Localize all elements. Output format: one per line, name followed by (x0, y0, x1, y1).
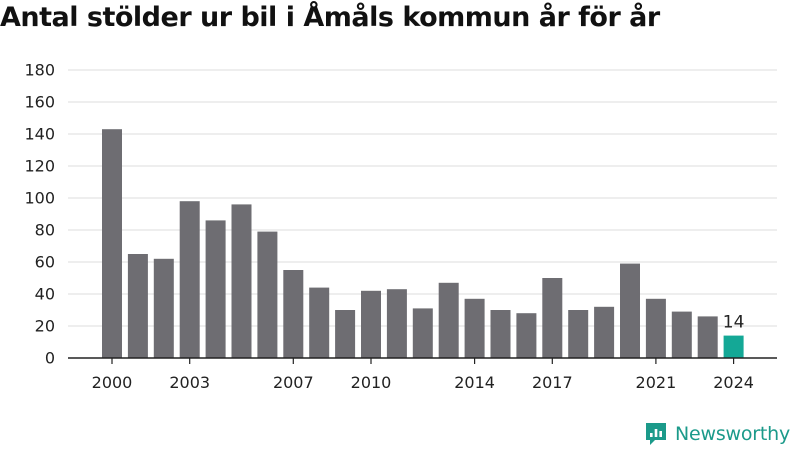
newsworthy-logo-icon (646, 423, 666, 445)
brand-name: Newsworthy (675, 423, 791, 445)
newsworthy-brand: Newsworthy (644, 421, 790, 447)
bar-2011 (386, 289, 407, 358)
bar-2004 (205, 220, 226, 358)
y-tick-label-40: 40 (35, 285, 55, 304)
bar-2000 (102, 129, 122, 358)
bar-2020 (620, 263, 640, 358)
bar-2006 (257, 231, 278, 358)
x-tick-label-2021: 2021 (636, 373, 677, 392)
y-tick-label-20: 20 (35, 317, 55, 336)
x-tick-label-2017: 2017 (532, 373, 573, 392)
bar-2005 (231, 204, 252, 358)
x-tick-label-2014: 2014 (454, 373, 495, 392)
y-tick-label-180: 180 (24, 61, 55, 80)
y-tick-label-60: 60 (35, 253, 55, 272)
x-axis-ticks: 2000 2003 2007 2010 2014 2017 2021 2024 (92, 358, 754, 392)
bars (102, 129, 744, 358)
bar-2016 (516, 313, 537, 358)
bar-2008 (309, 287, 330, 358)
bar-2002 (153, 258, 174, 358)
gridlines (68, 69, 777, 327)
bar-2024 (723, 335, 744, 358)
bar-2019 (594, 306, 615, 358)
bar-2001 (127, 254, 148, 358)
bar-2010 (361, 290, 381, 358)
data-label-2024: 14 (723, 313, 745, 333)
data-labels: 14 (723, 313, 745, 333)
bar-2012 (412, 308, 433, 358)
bar-2014 (464, 298, 485, 358)
bar-2009 (335, 310, 356, 358)
bar-2013 (438, 282, 459, 358)
y-axis-tick-labels: 0 20 40 60 80 100 120 140 160 180 (24, 61, 55, 368)
bar-2018 (568, 310, 589, 358)
bar-2021 (645, 298, 666, 358)
y-tick-label-120: 120 (24, 157, 55, 176)
bar-2007 (283, 270, 304, 358)
y-tick-label-100: 100 (24, 189, 55, 208)
y-tick-label-0: 0 (45, 349, 55, 368)
bar-2017 (542, 278, 563, 358)
bar-2015 (490, 310, 511, 358)
chart-title: Antal stölder ur bil i Åmåls kommun år f… (0, 2, 660, 33)
bar-2022 (671, 311, 692, 358)
x-tick-label-2024: 2024 (713, 373, 754, 392)
x-tick-label-2000: 2000 (92, 373, 133, 392)
x-tick-label-2007: 2007 (273, 373, 314, 392)
y-tick-label-160: 160 (24, 93, 55, 112)
bar-2023 (697, 316, 718, 358)
x-tick-label-2003: 2003 (169, 373, 210, 392)
y-tick-label-140: 140 (24, 125, 55, 144)
x-tick-label-2010: 2010 (351, 373, 392, 392)
bar-2003 (179, 201, 200, 358)
y-tick-label-80: 80 (35, 221, 55, 240)
